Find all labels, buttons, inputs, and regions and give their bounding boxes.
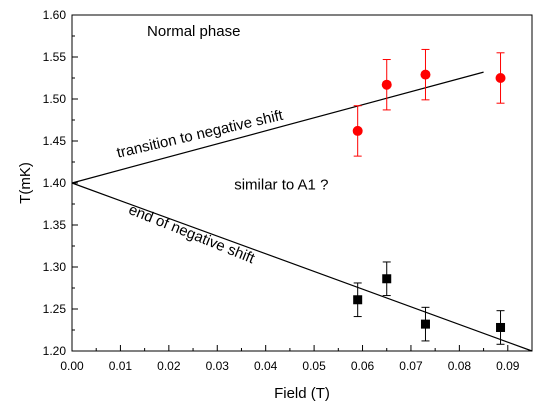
y-tick-label: 1.30 (43, 260, 67, 274)
y-tick-label: 1.25 (43, 302, 67, 316)
data-markers (352, 69, 506, 332)
annotation-label: similar to A1 ? (234, 177, 328, 194)
fit-line (71, 182, 533, 352)
data-point-circle (495, 73, 506, 83)
annotation-label: Normal phase (147, 23, 240, 40)
x-tick-label: 0.01 (109, 359, 133, 373)
data-point-circle (352, 125, 363, 136)
fit-lines (71, 71, 533, 352)
fit-line (71, 71, 484, 184)
x-tick-label: 0.02 (157, 359, 181, 373)
x-tick-label: 0.05 (302, 359, 326, 373)
x-axis-ticks: 0.00 0.01 0.02 0.03 0.04 0.05 0.06 0.07 0.08 0.09 (60, 345, 520, 373)
y-axis-ticks: 1.20 1.25 1.30 1.35 1.40 1.45 1.50 1.55 1.60 (43, 8, 78, 358)
chart-annotations: Normal phase transition to negative shift… (115, 23, 328, 268)
y-tick-label: 1.35 (43, 218, 67, 232)
y-tick-label: 1.40 (43, 176, 67, 190)
data-point-square (420, 319, 430, 329)
y-tick-label: 1.60 (43, 8, 67, 22)
data-point-square (353, 295, 363, 305)
error-bars (353, 48, 505, 345)
y-tick-label: 1.50 (43, 92, 67, 106)
data-point-square (382, 274, 392, 284)
x-axis-title: Field (T) (274, 385, 330, 402)
x-tick-label: 0.07 (399, 359, 423, 373)
x-tick-label: 0.04 (254, 359, 278, 373)
annotation-label: transition to negative shift (115, 107, 285, 162)
data-point-circle (381, 79, 392, 90)
data-point-square (496, 322, 506, 332)
y-tick-label: 1.55 (43, 50, 67, 64)
y-tick-label: 1.45 (43, 134, 67, 148)
x-tick-label: 0.03 (206, 359, 230, 373)
x-tick-label: 0.08 (448, 359, 472, 373)
y-tick-label: 1.20 (43, 344, 67, 358)
x-tick-label: 0.00 (60, 359, 84, 373)
x-tick-label: 0.06 (351, 359, 375, 373)
y-axis-title: T(mK) (17, 162, 34, 204)
annotation-label: end of negative shift (126, 201, 258, 267)
data-point-circle (420, 69, 431, 80)
x-tick-label: 0.09 (496, 359, 520, 373)
